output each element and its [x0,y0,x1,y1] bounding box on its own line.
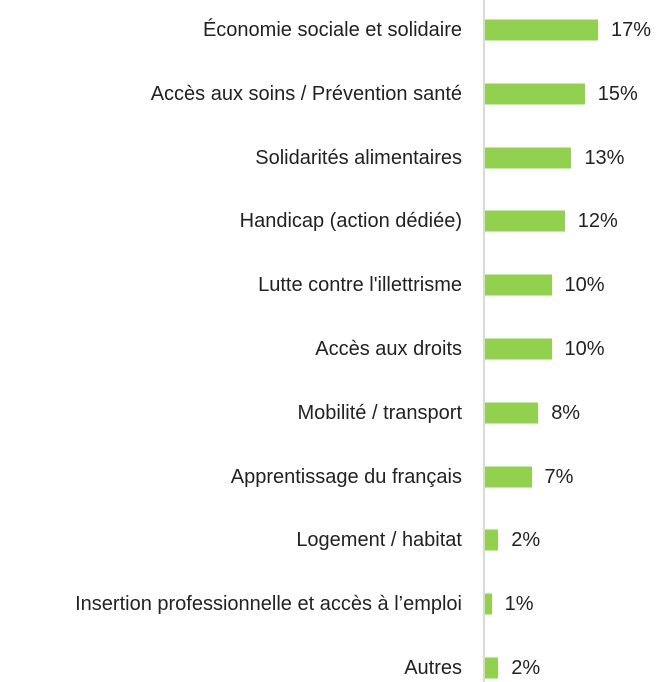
value-label: 1% [504,593,534,616]
axis-line [483,0,485,682]
category-label: Apprentissage du français [230,465,462,488]
category-label-box: Apprentissage du français [2,465,462,489]
bar [485,466,532,488]
category-label-box: Solidarités alimentaires [2,146,462,170]
value-label: 17% [611,19,652,41]
bar [485,338,552,360]
bar [485,19,599,41]
category-label-box: Accès aux soins / Prévention santé [2,82,462,106]
category-label-box: Accès aux droits [2,337,462,361]
category-label-box: Économie sociale et solidaire [2,18,462,42]
category-label: Mobilité / transport [297,401,462,424]
category-label: Économie sociale et solidaire [202,19,462,41]
category-label: Accès aux droits [315,338,462,360]
value-label: 12% [577,210,618,233]
value-label: 2% [511,529,541,552]
category-label-box: Insertion professionnelle et accès à l’e… [2,592,462,616]
category-label-box: Logement / habitat [2,528,462,552]
value-label: 15% [597,82,638,105]
category-label: Autres [404,657,462,679]
category-label: Logement / habitat [296,529,462,552]
bar [485,210,565,232]
category-label: Insertion professionnelle et accès à l’e… [75,593,462,616]
bar [485,529,499,551]
category-label: Accès aux soins / Prévention santé [150,82,462,105]
category-label-box: Mobilité / transport [2,401,462,425]
bar [485,657,499,679]
bar [485,274,552,296]
value-label: 10% [564,338,605,360]
category-label-box: Lutte contre l'illettrisme [2,273,462,297]
category-label: Lutte contre l'illettrisme [258,274,462,297]
category-label-box: Handicap (action dédiée) [2,209,462,233]
bar [485,593,492,615]
value-label: 2% [511,657,541,679]
value-label: 13% [584,146,625,169]
bar [485,83,585,105]
category-label-box: Autres [2,656,462,680]
category-label: Solidarités alimentaires [255,146,462,169]
value-label: 7% [544,465,574,488]
value-label: 8% [551,401,581,424]
category-label: Handicap (action dédiée) [239,210,462,233]
bar [485,402,539,424]
value-label: 10% [564,274,605,297]
bar [485,147,572,169]
